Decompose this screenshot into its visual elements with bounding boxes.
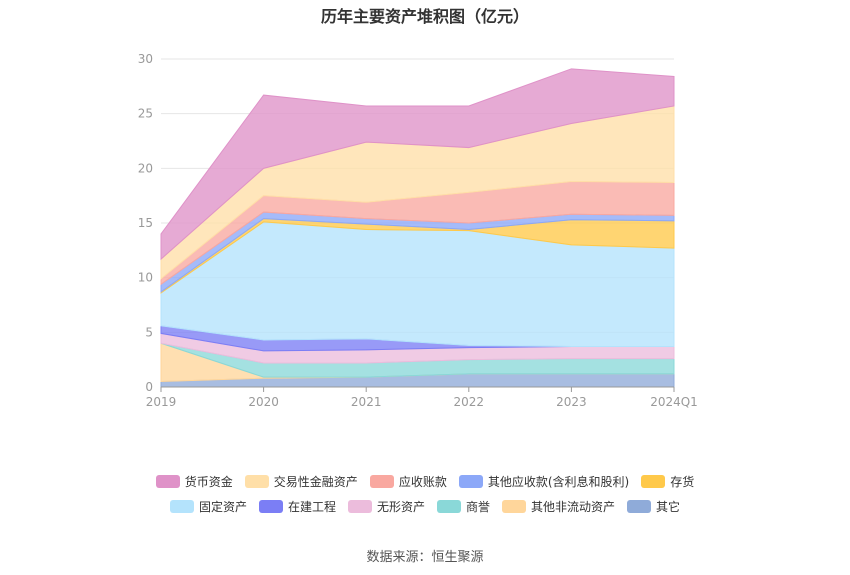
x-tick-label: 2023 — [556, 395, 587, 409]
legend-swatch — [169, 500, 194, 513]
legend-item[interactable]: 其他非流动资产 — [502, 497, 615, 516]
y-tick-label: 30 — [138, 52, 153, 66]
legend-swatch — [627, 500, 652, 513]
legend-item[interactable]: 商誉 — [437, 497, 490, 516]
legend-swatch — [244, 475, 269, 488]
area-series — [160, 68, 675, 388]
chart-title: 历年主要资产堆积图（亿元） — [320, 7, 529, 26]
legend-item[interactable]: 货币资金 — [155, 472, 233, 491]
area-11 — [160, 68, 675, 261]
legend-swatch — [347, 500, 372, 513]
legend-item[interactable]: 无形资产 — [347, 497, 425, 516]
legend-row: 货币资金 交易性金融资产 应收账款 其他应收款(含利息和股利) 存货 — [0, 472, 850, 491]
legend-label: 商誉 — [466, 500, 491, 514]
x-tick-label: 2024Q1 — [650, 395, 698, 409]
y-tick-label: 0 — [145, 380, 153, 394]
legend-label: 其它 — [656, 500, 681, 514]
legend-label: 存货 — [670, 475, 695, 489]
y-tick-label: 15 — [138, 216, 153, 230]
legend-label: 在建工程 — [287, 500, 336, 514]
legend-swatch — [258, 500, 283, 513]
legend-swatch — [502, 500, 527, 513]
y-tick-label: 10 — [138, 271, 153, 285]
y-tick-label: 5 — [145, 325, 153, 339]
legend-swatch — [155, 475, 180, 488]
x-tick-label: 2019 — [146, 395, 177, 409]
legend-item[interactable]: 其他应收款(含利息和股利) — [458, 472, 630, 491]
legend-item[interactable]: 应收账款 — [369, 472, 447, 491]
legend-swatch — [641, 475, 666, 488]
legend-item[interactable]: 存货 — [641, 472, 694, 491]
axes: 0 5 10 15 20 25 30 2019 2020 2021 2022 2023 2024Q1 — [138, 52, 698, 409]
x-tick-label: 2022 — [454, 395, 485, 409]
x-tick-label: 2021 — [351, 395, 382, 409]
legend-label: 其他非流动资产 — [531, 500, 616, 514]
stacked-area-chart: 0 5 10 15 20 25 30 2019 2020 2021 2022 2023 2024Q1 — [138, 52, 698, 409]
legend-row: 固定资产 在建工程 无形资产 商誉 其他非流动资产 其它 — [0, 497, 850, 516]
legend-swatch — [369, 475, 394, 488]
legend-label: 固定资产 — [198, 500, 247, 514]
legend-label: 应收账款 — [398, 475, 447, 489]
x-tick-label: 2020 — [248, 395, 279, 409]
legend: 货币资金 交易性金融资产 应收账款 其他应收款(含利息和股利) 存货固定资产 在建工程 无形… — [0, 472, 850, 522]
legend-swatch — [458, 475, 483, 488]
legend-label: 交易性金融资产 — [273, 475, 358, 489]
legend-label: 其他应收款(含利息和股利) — [487, 475, 630, 489]
legend-label: 无形资产 — [376, 500, 425, 514]
data-source: 数据来源：恒生聚源 — [366, 550, 484, 565]
legend-item[interactable]: 固定资产 — [169, 497, 247, 516]
legend-item[interactable]: 交易性金融资产 — [244, 472, 358, 491]
legend-label: 货币资金 — [184, 475, 233, 489]
y-tick-label: 25 — [138, 107, 153, 121]
legend-item[interactable]: 其它 — [627, 497, 680, 516]
legend-swatch — [437, 500, 461, 513]
y-tick-label: 20 — [138, 161, 153, 175]
legend-item[interactable]: 在建工程 — [258, 497, 336, 516]
